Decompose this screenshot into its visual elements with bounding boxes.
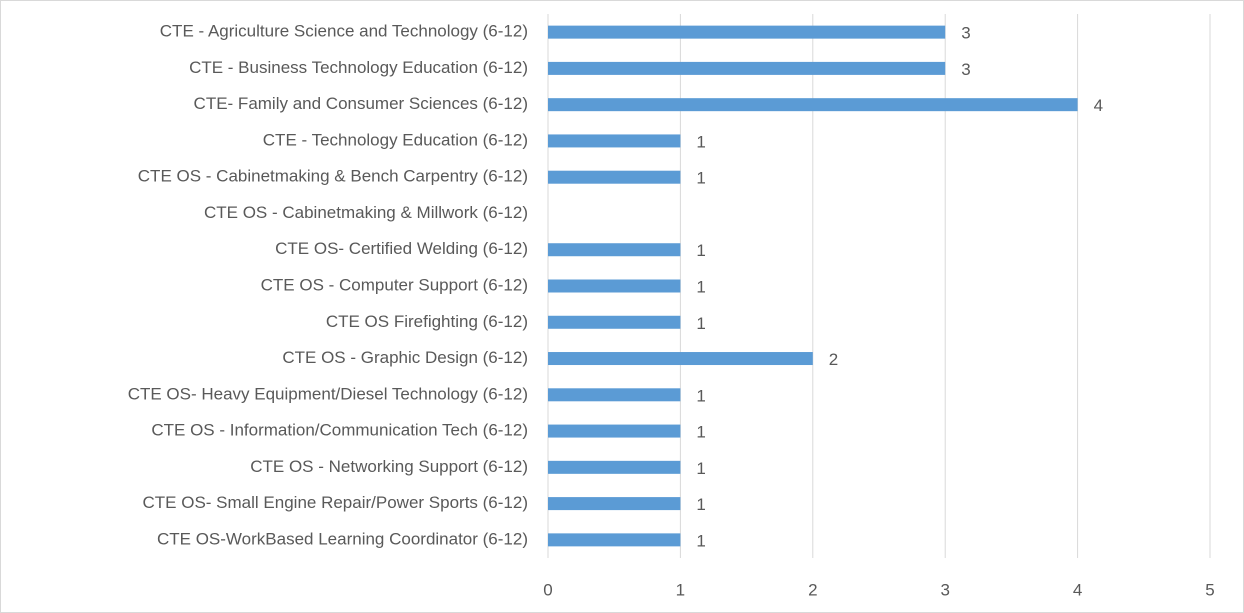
y-tick-label: CTE OS - Information/Communication Tech …	[151, 421, 528, 440]
data-label: 1	[696, 169, 705, 188]
bar	[548, 388, 681, 402]
data-label: 3	[961, 24, 970, 43]
y-tick-label: CTE OS - Cabinetmaking & Millwork (6-12)	[204, 203, 528, 222]
bar	[548, 315, 681, 329]
bar	[548, 134, 681, 148]
y-tick-label: CTE OS Firefighting (6-12)	[326, 312, 528, 331]
data-label: 4	[1094, 96, 1103, 115]
bar	[548, 460, 681, 474]
x-tick-label: 2	[808, 580, 817, 599]
data-label: 1	[696, 423, 705, 442]
y-tick-label: CTE OS- Heavy Equipment/Diesel Technolog…	[128, 384, 528, 403]
data-label: 2	[829, 350, 838, 369]
bar	[548, 98, 1078, 112]
x-tick-label: 3	[940, 580, 949, 599]
y-tick-label: CTE OS - Computer Support (6-12)	[261, 275, 528, 294]
y-tick-label: CTE OS- Small Engine Repair/Power Sports…	[143, 493, 528, 512]
y-tick-label: CTE OS - Graphic Design (6-12)	[282, 348, 528, 367]
y-tick-label: CTE- Family and Consumer Sciences (6-12)	[194, 94, 528, 113]
y-tick-label: CTE - Agriculture Science and Technology…	[160, 22, 528, 41]
bar	[548, 25, 946, 39]
data-label: 1	[696, 531, 705, 550]
bar	[548, 424, 681, 438]
data-label: 1	[696, 132, 705, 151]
bar	[548, 170, 681, 184]
bar	[548, 352, 813, 366]
data-label: 1	[696, 459, 705, 478]
x-tick-label: 4	[1073, 580, 1082, 599]
y-tick-label: CTE - Technology Education (6-12)	[263, 130, 528, 149]
y-tick-label: CTE OS - Networking Support (6-12)	[250, 457, 528, 476]
data-label: 1	[696, 495, 705, 514]
y-tick-label: CTE OS - Cabinetmaking & Bench Carpentry…	[138, 167, 528, 186]
bar	[548, 61, 946, 75]
data-label: 1	[696, 241, 705, 260]
bar	[548, 497, 681, 511]
data-label: 1	[696, 277, 705, 296]
y-tick-label: CTE - Business Technology Education (6-1…	[189, 58, 528, 77]
data-label: 1	[696, 386, 705, 405]
x-tick-label: 1	[676, 580, 685, 599]
x-tick-label: 5	[1205, 580, 1214, 599]
data-label: 1	[696, 314, 705, 333]
bar	[548, 243, 681, 257]
x-tick-label: 0	[543, 580, 552, 599]
y-tick-label: CTE OS-WorkBased Learning Coordinator (6…	[157, 529, 528, 548]
data-label: 3	[961, 60, 970, 79]
y-tick-label: CTE OS- Certified Welding (6-12)	[275, 239, 528, 258]
bar	[548, 279, 681, 293]
bar	[548, 533, 681, 547]
